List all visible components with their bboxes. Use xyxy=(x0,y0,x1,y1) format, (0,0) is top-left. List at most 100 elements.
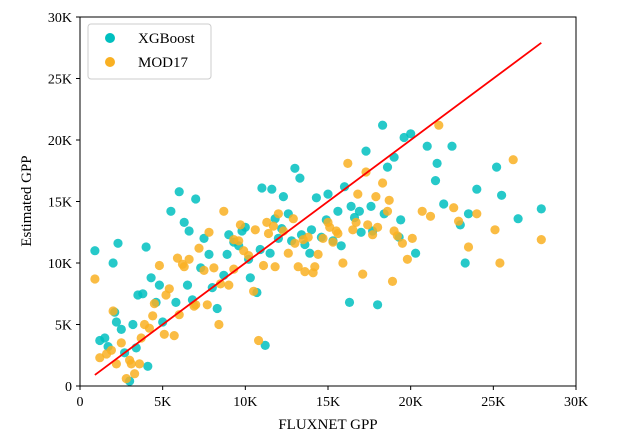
point-xgboost xyxy=(344,297,355,307)
point-mod17 xyxy=(371,192,381,202)
point-mod17 xyxy=(270,262,280,272)
y-tick-label: 20K xyxy=(48,134,72,149)
legend: XGBoost MOD17 xyxy=(87,23,212,80)
legend-marker-xgboost xyxy=(105,33,115,43)
point-xgboost xyxy=(133,290,143,300)
point-xgboost xyxy=(257,183,267,193)
y-tick-label: 30K xyxy=(48,11,72,26)
point-xgboost xyxy=(245,273,255,283)
point-xgboost xyxy=(361,146,371,156)
point-xgboost xyxy=(182,280,193,290)
point-mod17 xyxy=(144,323,154,333)
point-xgboost xyxy=(184,226,194,236)
x-tick-label: 15K xyxy=(316,395,340,410)
point-mod17 xyxy=(384,195,394,205)
point-mod17 xyxy=(148,311,158,321)
point-mod17 xyxy=(288,214,298,224)
point-mod17 xyxy=(159,329,169,339)
point-xgboost xyxy=(212,303,222,314)
point-mod17 xyxy=(169,331,179,341)
point-mod17 xyxy=(134,359,145,369)
legend-marker-mod17 xyxy=(105,57,115,67)
point-mod17 xyxy=(130,369,140,379)
point-xgboost xyxy=(373,300,383,310)
point-xgboost xyxy=(174,187,184,197)
point-xgboost xyxy=(222,249,232,259)
point-mod17 xyxy=(495,258,505,268)
point-mod17 xyxy=(449,203,459,213)
point-xgboost xyxy=(333,206,343,216)
point-xgboost xyxy=(366,201,376,211)
point-xgboost xyxy=(290,163,300,173)
point-mod17 xyxy=(310,262,320,272)
point-mod17 xyxy=(249,286,259,296)
point-mod17 xyxy=(262,217,272,227)
point-xgboost xyxy=(267,184,277,194)
point-mod17 xyxy=(300,267,310,277)
point-xgboost xyxy=(100,333,110,343)
y-axis-label: Estimated GPP xyxy=(19,155,35,246)
point-xgboost xyxy=(305,248,315,258)
point-mod17 xyxy=(161,290,171,300)
point-xgboost xyxy=(111,317,121,327)
point-mod17 xyxy=(353,189,363,199)
point-xgboost xyxy=(354,206,364,216)
point-xgboost xyxy=(166,206,176,216)
point-mod17 xyxy=(219,206,229,216)
point-xgboost xyxy=(191,194,201,204)
point-mod17 xyxy=(378,178,388,188)
point-xgboost xyxy=(199,233,209,243)
point-xgboost xyxy=(430,176,441,186)
point-mod17 xyxy=(472,209,482,219)
point-mod17 xyxy=(126,359,136,369)
scatter-points xyxy=(90,120,546,386)
point-xgboost xyxy=(116,324,126,334)
point-mod17 xyxy=(209,263,219,273)
point-mod17 xyxy=(154,260,164,271)
point-xgboost xyxy=(204,249,214,259)
point-mod17 xyxy=(490,225,500,235)
point-mod17 xyxy=(250,225,260,235)
point-mod17 xyxy=(283,248,293,258)
point-mod17 xyxy=(174,310,184,320)
point-xgboost xyxy=(154,280,164,290)
point-mod17 xyxy=(172,253,183,263)
point-mod17 xyxy=(343,158,353,168)
point-mod17 xyxy=(258,260,269,271)
point-mod17 xyxy=(434,120,444,130)
point-xgboost xyxy=(439,199,449,209)
point-mod17 xyxy=(402,254,412,264)
point-mod17 xyxy=(273,209,283,219)
point-xgboost xyxy=(128,319,138,330)
point-xgboost xyxy=(141,242,151,252)
point-mod17 xyxy=(202,300,212,310)
point-xgboost xyxy=(171,297,181,307)
point-xgboost xyxy=(255,244,265,255)
point-mod17 xyxy=(224,280,234,290)
point-mod17 xyxy=(194,243,204,253)
legend-label-mod17: MOD17 xyxy=(138,55,189,71)
point-xgboost xyxy=(422,141,432,151)
point-mod17 xyxy=(204,227,214,237)
point-mod17 xyxy=(348,225,358,235)
point-mod17 xyxy=(425,211,436,221)
point-mod17 xyxy=(229,264,239,274)
reference-line-group xyxy=(94,42,542,376)
y-tick-label: 5K xyxy=(55,319,72,334)
x-axis-label: FLUXNET GPP xyxy=(278,417,377,433)
y-axis: 0 5K 10K 15K 20K 25K 30K xyxy=(48,11,80,395)
point-mod17 xyxy=(95,353,105,363)
point-mod17 xyxy=(290,238,300,248)
point-mod17 xyxy=(235,220,245,230)
point-xgboost xyxy=(306,225,317,235)
point-mod17 xyxy=(373,222,383,232)
point-mod17 xyxy=(199,265,209,275)
x-tick-label: 30K xyxy=(564,395,588,410)
reference-line xyxy=(94,42,542,376)
y-tick-label: 15K xyxy=(48,196,72,211)
point-xgboost xyxy=(346,201,356,211)
point-mod17 xyxy=(508,155,518,165)
point-xgboost xyxy=(472,184,482,194)
point-xgboost xyxy=(536,204,546,214)
